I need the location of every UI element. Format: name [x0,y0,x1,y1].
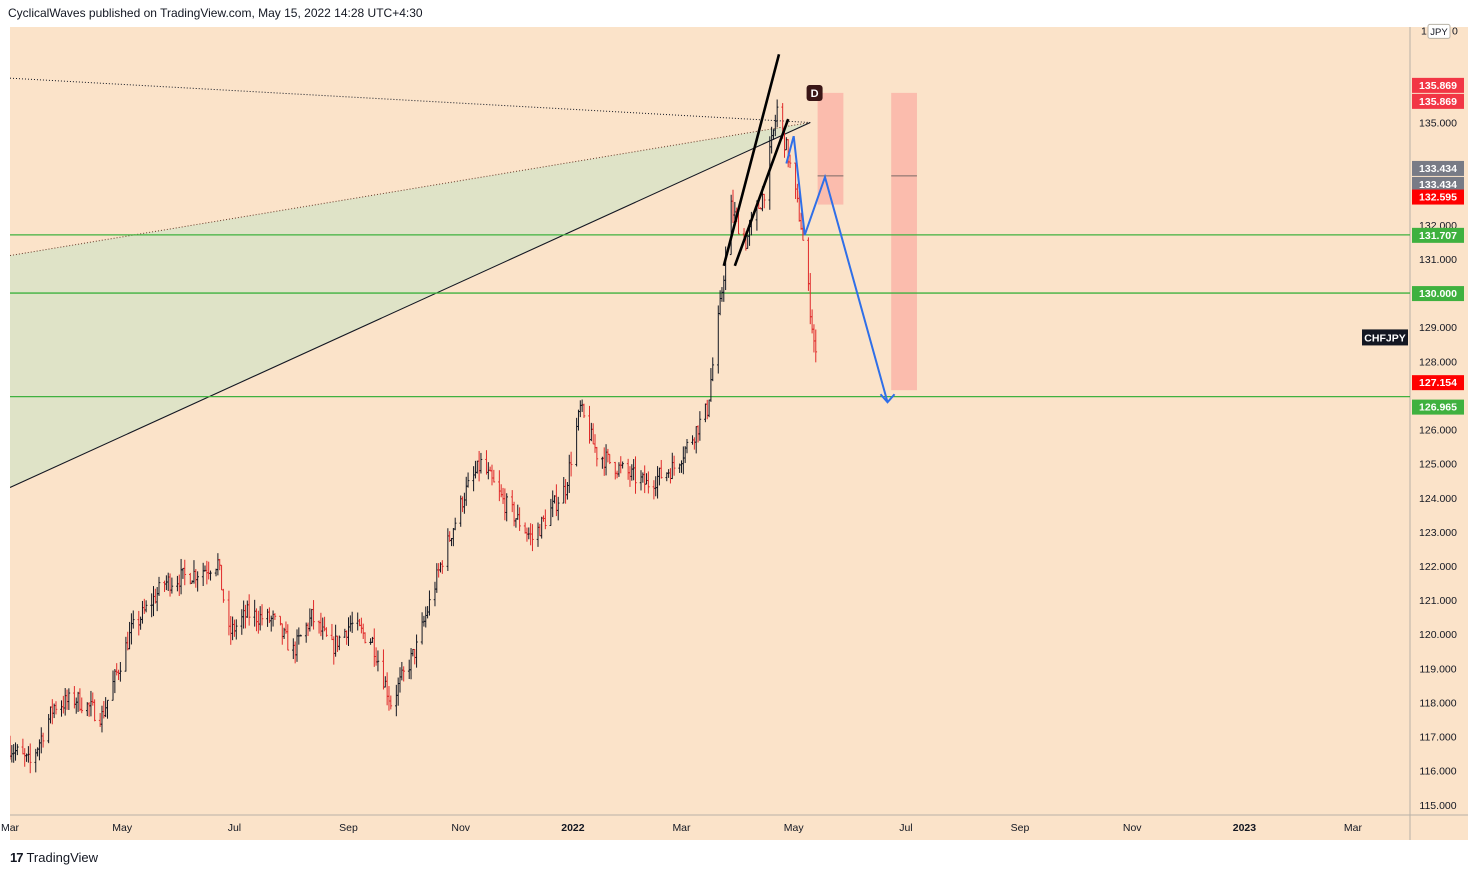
price-tick-label: 123.000 [1419,527,1457,539]
price-tick-label: 116.000 [1419,766,1456,778]
time-tick-label: Sep [1011,822,1030,834]
price-tick-label: 121.000 [1419,595,1457,607]
price-label: 135.869 [1419,80,1457,92]
time-tick-label: Sep [339,822,358,834]
upper-trendline [10,122,811,257]
symbol-tag-bg [1362,329,1408,346]
price-label: 132.595 [1419,192,1457,204]
price-label: 133.434 [1419,179,1457,191]
plot-layer: D [10,53,1410,774]
time-tick-label: May [784,822,805,834]
price-tick-label: 115.000 [1419,800,1456,812]
level-label-bg [1412,399,1464,415]
wedge-line-lower [733,118,790,267]
price-tick-label: 122.000 [1419,561,1457,573]
level-label: 126.965 [1419,402,1457,414]
price-tick-label: 125.000 [1419,459,1457,471]
time-tick-label: 2022 [561,822,585,834]
candles [10,99,818,774]
price-tick-partial-right: 0 [1452,25,1458,37]
price-tick-label: 124.000 [1419,493,1457,505]
price-label-bg [1412,93,1464,109]
currency-box [1427,23,1451,39]
price-tick-label: 117.000 [1419,732,1456,744]
price-tick-label: 126.000 [1419,425,1457,437]
price-label-bg [1412,176,1464,192]
time-tick-label: Jul [228,822,241,834]
price-label-bg [1412,189,1464,205]
price-tick-label: 128.000 [1419,356,1457,368]
time-tick-label: Mar [672,822,691,834]
red-zone-1 [891,92,917,391]
projection-start [785,135,795,164]
pattern-label-bg [806,84,823,101]
tradingview-footer[interactable]: 17 TradingView [10,850,98,865]
price-label-bg [1412,77,1464,93]
price-axis-background [1410,27,1468,815]
price-tick-label: 120.000 [1419,629,1457,641]
price-tick-label: 119.000 [1419,663,1456,675]
level-label: 131.707 [1419,230,1457,242]
price-tick-partial: 1 [1421,25,1427,37]
time-tick-label: Nov [451,822,470,834]
tradingview-logo-icon: 17 [10,850,24,865]
currency-label: JPY [1430,27,1448,38]
level-label-bg [1412,286,1464,302]
wedge-line-upper [722,53,781,267]
price-tick-label: 118.000 [1419,697,1456,709]
tradingview-brand: TradingView [26,850,99,865]
time-tick-label: Mar [1344,822,1363,834]
price-label-bg [1412,375,1464,391]
time-tick-label: Jul [899,822,912,834]
time-tick-label: Mar [1,822,20,834]
price-label: 133.434 [1419,163,1457,175]
price-tick-label: 131.000 [1419,254,1457,266]
lower-trendline [10,122,811,489]
time-axis-background [10,815,1468,840]
pattern-label: D [811,88,819,100]
price-tick-label: 129.000 [1419,322,1457,334]
price-label: 135.869 [1419,96,1457,108]
price-tick-label: 135.000 [1419,118,1457,130]
price-label: 127.154 [1419,377,1457,389]
time-tick-label: Nov [1123,822,1142,834]
time-tick-label: May [112,822,133,834]
level-label-bg [1412,227,1464,243]
publish-attribution: CyclicalWaves published on TradingView.c… [8,6,423,20]
symbol-tag: CHFJPY [1364,332,1405,344]
projection-path [792,136,889,403]
time-tick-label: 2023 [1233,822,1257,834]
projection-arrowhead [879,393,896,404]
price-label-bg [1412,160,1464,176]
level-label: 130.000 [1419,288,1457,300]
